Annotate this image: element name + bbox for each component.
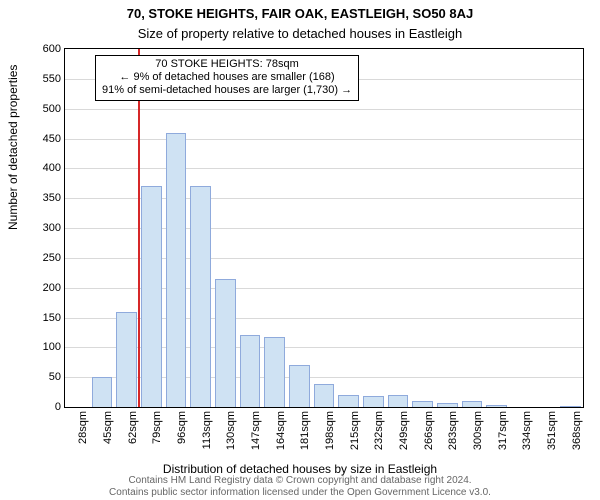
x-tick-label: 249sqm: [398, 411, 410, 450]
annotation-line-3: 91% of semi-detached houses are larger (…: [102, 84, 352, 96]
x-tick-label: 266sqm: [423, 411, 435, 450]
histogram-bar: [92, 377, 113, 407]
y-tick-label: 0: [55, 401, 61, 413]
histogram-bar: [240, 335, 261, 407]
y-tick-label: 300: [43, 222, 61, 234]
title-line-2: Size of property relative to detached ho…: [0, 26, 600, 41]
histogram-bar: [560, 406, 581, 407]
x-axis-label: Distribution of detached houses by size …: [0, 462, 600, 476]
x-tick-label: 45sqm: [102, 411, 114, 444]
x-tick-label: 130sqm: [225, 411, 237, 450]
annotation-line-2: ← 9% of detached houses are smaller (168…: [119, 71, 334, 83]
y-tick-label: 350: [43, 192, 61, 204]
x-tick-label: 198sqm: [324, 411, 336, 450]
y-tick-label: 50: [49, 371, 61, 383]
marker-line: [138, 49, 140, 407]
y-tick-label: 450: [43, 133, 61, 145]
x-tick-label: 79sqm: [151, 411, 163, 444]
x-tick-label: 317sqm: [497, 411, 509, 450]
x-tick-label: 351sqm: [546, 411, 558, 450]
histogram-bar: [338, 395, 359, 407]
histogram-bar: [437, 403, 458, 407]
y-tick-label: 150: [43, 312, 61, 324]
y-tick-label: 100: [43, 341, 61, 353]
x-tick-label: 28sqm: [77, 411, 89, 444]
histogram-bar: [388, 395, 409, 407]
y-tick-label: 400: [43, 162, 61, 174]
x-tick-label: 113sqm: [201, 411, 213, 449]
y-tick-label: 550: [43, 73, 61, 85]
histogram-bar: [289, 365, 310, 407]
x-tick-label: 96sqm: [176, 411, 188, 444]
histogram-bar: [486, 405, 507, 407]
histogram-bar: [462, 401, 483, 407]
y-axis-label: Number of detached properties: [6, 65, 20, 230]
histogram-bar: [141, 186, 162, 407]
gridline: [65, 168, 583, 169]
footer-line-2: Contains public sector information licen…: [109, 487, 491, 498]
histogram-bar: [190, 186, 211, 407]
gridline: [65, 139, 583, 140]
x-tick-label: 181sqm: [299, 411, 311, 450]
y-tick-label: 600: [43, 43, 61, 55]
annotation-line-1: 70 STOKE HEIGHTS: 78sqm: [155, 58, 298, 70]
histogram-bar: [264, 337, 285, 407]
y-tick-label: 500: [43, 103, 61, 115]
x-tick-label: 62sqm: [127, 411, 139, 444]
annotation-box: 70 STOKE HEIGHTS: 78sqm ← 9% of detached…: [95, 55, 359, 101]
histogram-bar: [215, 279, 236, 407]
x-tick-label: 368sqm: [571, 411, 583, 450]
x-tick-label: 300sqm: [472, 411, 484, 450]
x-tick-label: 283sqm: [447, 411, 459, 450]
y-tick-label: 250: [43, 252, 61, 264]
x-tick-label: 215sqm: [349, 411, 361, 450]
x-tick-label: 147sqm: [250, 411, 262, 450]
gridline: [65, 109, 583, 110]
chart-plot-area: 05010015020025030035040045050055060028sq…: [64, 48, 584, 408]
x-tick-label: 164sqm: [275, 411, 287, 450]
histogram-bar: [363, 396, 384, 407]
histogram-bar: [314, 384, 335, 407]
histogram-bar: [166, 133, 187, 407]
title-line-1: 70, STOKE HEIGHTS, FAIR OAK, EASTLEIGH, …: [0, 6, 600, 21]
histogram-bar: [412, 401, 433, 407]
footer-attribution: Contains HM Land Registry data © Crown c…: [0, 475, 600, 498]
y-tick-label: 200: [43, 282, 61, 294]
footer-line-1: Contains HM Land Registry data © Crown c…: [128, 475, 471, 486]
x-tick-label: 334sqm: [521, 411, 533, 450]
x-tick-label: 232sqm: [373, 411, 385, 450]
histogram-bar: [116, 312, 137, 407]
